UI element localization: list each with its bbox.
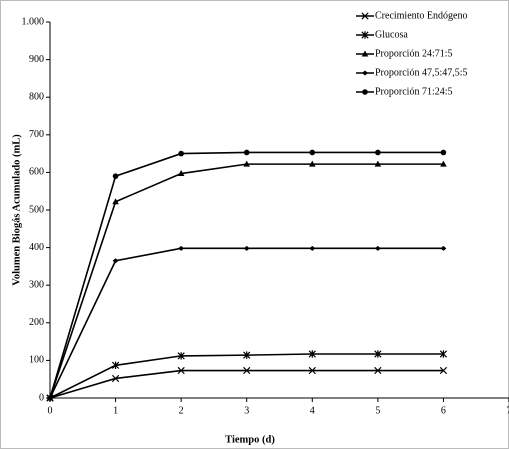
marker	[178, 150, 184, 157]
marker	[361, 31, 369, 39]
marker	[440, 149, 447, 156]
x-tick-label: 2	[179, 405, 184, 416]
x-axis-label: Tiempo (d)	[225, 434, 275, 445]
y-tick-label: 500	[29, 204, 44, 215]
legend-label: Proporción 24:71:5	[375, 48, 453, 59]
y-tick-label: 600	[29, 167, 44, 178]
legend-label: Proporción 47,5:47,5:5	[375, 67, 468, 78]
x-tick-label: 1	[113, 405, 118, 416]
marker	[177, 170, 185, 177]
series-line	[49, 247, 444, 399]
marker	[374, 245, 381, 251]
marker	[308, 160, 316, 167]
y-tick-label: 200	[29, 317, 44, 328]
x-tick-label: 5	[375, 405, 380, 416]
marker	[374, 350, 382, 358]
y-tick-label: 700	[29, 129, 44, 140]
marker	[440, 160, 447, 167]
marker	[177, 366, 185, 375]
marker	[243, 351, 251, 359]
marker	[243, 160, 251, 167]
marker	[308, 350, 316, 358]
legend-label: Glucosa	[375, 29, 408, 40]
marker	[375, 149, 381, 156]
marker	[440, 245, 447, 251]
marker	[47, 395, 53, 401]
legend-label: Proporción 71:24:5	[375, 86, 453, 97]
y-axis-label: Volumen Biogás Acumulado (mL)	[11, 134, 22, 286]
marker	[362, 70, 368, 76]
x-tick-label: 6	[441, 405, 446, 416]
y-tick-label: 400	[29, 242, 44, 253]
marker	[112, 258, 119, 264]
marker	[243, 149, 250, 156]
y-tick-label: 0	[39, 392, 44, 403]
marker	[111, 374, 120, 383]
marker	[177, 352, 185, 360]
x-tick-label: 7	[507, 405, 509, 416]
marker	[308, 366, 316, 375]
marker	[439, 366, 448, 375]
marker	[178, 245, 185, 251]
marker	[243, 366, 251, 375]
marker	[374, 160, 382, 167]
y-tick-label: 1.000	[22, 16, 45, 27]
y-tick-label: 900	[29, 54, 44, 65]
y-tick-label: 100	[29, 355, 44, 366]
y-tick-label: 300	[29, 279, 44, 290]
marker	[362, 89, 368, 95]
series-line	[49, 369, 444, 399]
y-tick-label: 800	[29, 91, 44, 102]
series-line	[49, 353, 444, 399]
x-tick-label: 4	[310, 405, 315, 416]
legend-label: Crecimiento Endógeno	[375, 10, 467, 21]
x-tick-label: 3	[244, 405, 249, 416]
marker	[309, 149, 316, 156]
marker	[361, 50, 369, 57]
marker	[309, 245, 316, 251]
marker	[361, 12, 369, 20]
x-tick-label: 0	[48, 405, 53, 416]
marker	[243, 245, 250, 251]
marker	[112, 198, 119, 205]
marker	[112, 173, 119, 179]
marker	[111, 361, 120, 369]
marker	[439, 350, 448, 358]
marker	[374, 366, 382, 375]
